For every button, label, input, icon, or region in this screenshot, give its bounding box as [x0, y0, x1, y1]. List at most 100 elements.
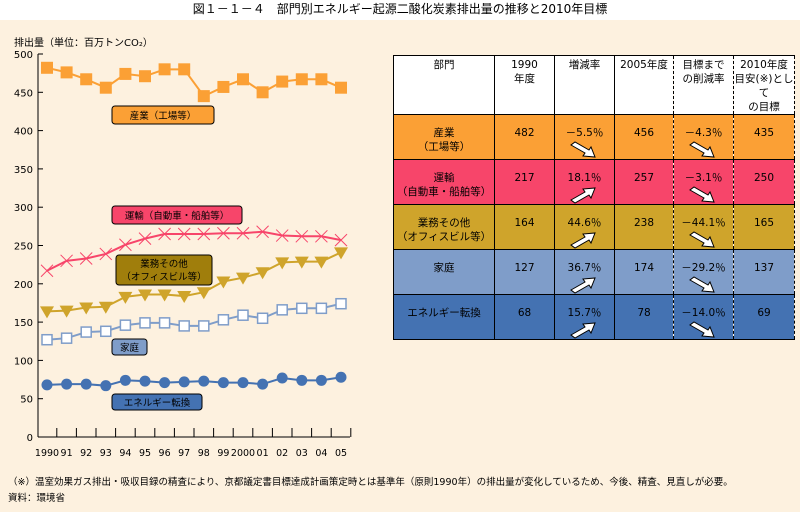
cell-y2010: 250 [733, 159, 795, 205]
y-tick-label: 100 [14, 356, 33, 367]
y-tick-label: 150 [14, 318, 33, 329]
cell-y1990: 68 [494, 294, 555, 340]
arrow-down-icon [688, 276, 715, 293]
data-point-square [99, 81, 112, 94]
y-tick-label: 400 [14, 127, 33, 138]
series-line [46, 230, 342, 272]
data-table: 部門 1990 年度 増減率 2005年度 目標まで の削減率 2010年度 目安(※)としての… [393, 55, 795, 340]
data-point-triangle [275, 257, 290, 270]
data-point-x [315, 229, 328, 243]
data-point-circle [178, 376, 190, 388]
cell-change: 44.6％ [554, 204, 615, 250]
data-point-circle [276, 372, 288, 384]
cell-sector: 産業 （工場等） [393, 114, 495, 160]
data-point-triangle [196, 287, 211, 300]
x-tick-label: 03 [296, 448, 308, 459]
data-point-circle [217, 377, 229, 389]
data-point-x [40, 264, 54, 278]
data-point-circle [80, 378, 92, 390]
data-point-circle [61, 378, 73, 390]
cell-y1990: 164 [494, 204, 555, 250]
data-point-x [275, 229, 289, 242]
data-point-triangle [334, 247, 348, 260]
series-label-text: （オフィスビル等） [121, 271, 206, 283]
data-point-triangle [59, 305, 74, 318]
data-point-x [197, 227, 211, 241]
cell-y2010: 69 [733, 294, 795, 340]
table-row: 業務その他 （オフィスビル等） 164 44.6％ 238 －44.1％ 165 [393, 204, 795, 250]
cell-y2005: 174 [614, 249, 674, 295]
data-point-square [217, 80, 230, 93]
data-point-triangle [177, 291, 192, 304]
data-point-x [217, 226, 230, 240]
x-tick-label: 92 [80, 448, 92, 459]
y-tick-label: 300 [14, 203, 33, 214]
cell-change: 36.7％ [554, 249, 615, 295]
figure-title: 図１－１－４ 部門別エネルギー起源二酸化炭素排出量の推移と2010年目標 [0, 0, 800, 20]
data-point-square [178, 63, 191, 76]
cell-change: 18.1％ [554, 159, 615, 205]
cell-y1990: 482 [494, 114, 555, 160]
arrow-up-icon [569, 187, 596, 204]
data-point-circle [100, 380, 112, 392]
data-point-x [158, 227, 171, 241]
series-label-text: 産業（工場等） [130, 110, 197, 122]
data-point-open-square [178, 320, 190, 332]
cell-y2010: 435 [733, 114, 795, 160]
y-tick-label: 450 [14, 88, 33, 99]
data-point-square [197, 90, 210, 103]
x-tick-label: 96 [159, 448, 171, 459]
arrow-up-icon [569, 277, 596, 294]
data-point-x [119, 238, 132, 252]
data-point-open-square [60, 332, 73, 344]
data-point-triangle [40, 306, 54, 319]
data-point-square [295, 73, 308, 86]
footnote: （※）温室効果ガス排出・吸収目録の精査により、京都議定書目標達成計画策定時とは基… [8, 477, 733, 488]
data-point-triangle [98, 301, 113, 314]
series-4 [41, 371, 347, 392]
arrow-down-icon [569, 141, 596, 158]
table-row: 産業 （工場等） 482 －5.5％ 456 －4.3％ 435 [393, 114, 795, 160]
data-point-open-square [296, 302, 308, 315]
data-point-circle [296, 374, 308, 386]
data-point-x [177, 227, 191, 241]
data-point-square [119, 67, 132, 80]
column-header: 1990 年度 [494, 55, 555, 115]
table-row: 運輸 （自動車・船舶等） 217 18.1％ 257 －3.1％ 250 [393, 159, 795, 205]
data-point-square [60, 66, 73, 79]
data-point-square [335, 81, 347, 94]
data-point-square [315, 73, 328, 86]
data-point-circle [257, 378, 269, 390]
y-tick-label: 50 [20, 395, 33, 406]
data-point-open-square [119, 319, 132, 331]
data-point-triangle [79, 302, 94, 315]
data-point-open-square [100, 325, 112, 338]
cell-target-rate: －3.1％ [673, 159, 734, 205]
data-point-triangle [255, 267, 270, 280]
data-point-circle [159, 377, 171, 389]
cell-target-rate: －44.1％ [673, 204, 734, 250]
x-tick-label: 1990 [35, 448, 59, 459]
data-point-circle [335, 371, 347, 383]
column-header: 増減率 [554, 55, 615, 115]
cell-y2005: 238 [614, 204, 674, 250]
data-point-triangle [216, 276, 231, 289]
series-2 [40, 247, 348, 319]
data-point-triangle [138, 289, 152, 302]
data-point-square [80, 73, 93, 86]
data-point-square [276, 75, 289, 88]
data-point-circle [139, 375, 151, 387]
series-1 [40, 225, 348, 278]
data-point-x [99, 247, 113, 261]
data-point-triangle [314, 256, 329, 269]
data-point-open-square [158, 317, 171, 329]
column-header: 目標まで の削減率 [673, 55, 734, 115]
cell-sector: 家庭 [393, 249, 495, 295]
arrow-down-icon [688, 141, 715, 158]
data-point-open-square [315, 302, 328, 315]
cell-y2005: 257 [614, 159, 674, 205]
x-tick-label: 99 [217, 448, 229, 459]
data-point-open-square [276, 304, 288, 316]
x-tick-label: 05 [335, 448, 347, 459]
series-3 [41, 297, 347, 346]
